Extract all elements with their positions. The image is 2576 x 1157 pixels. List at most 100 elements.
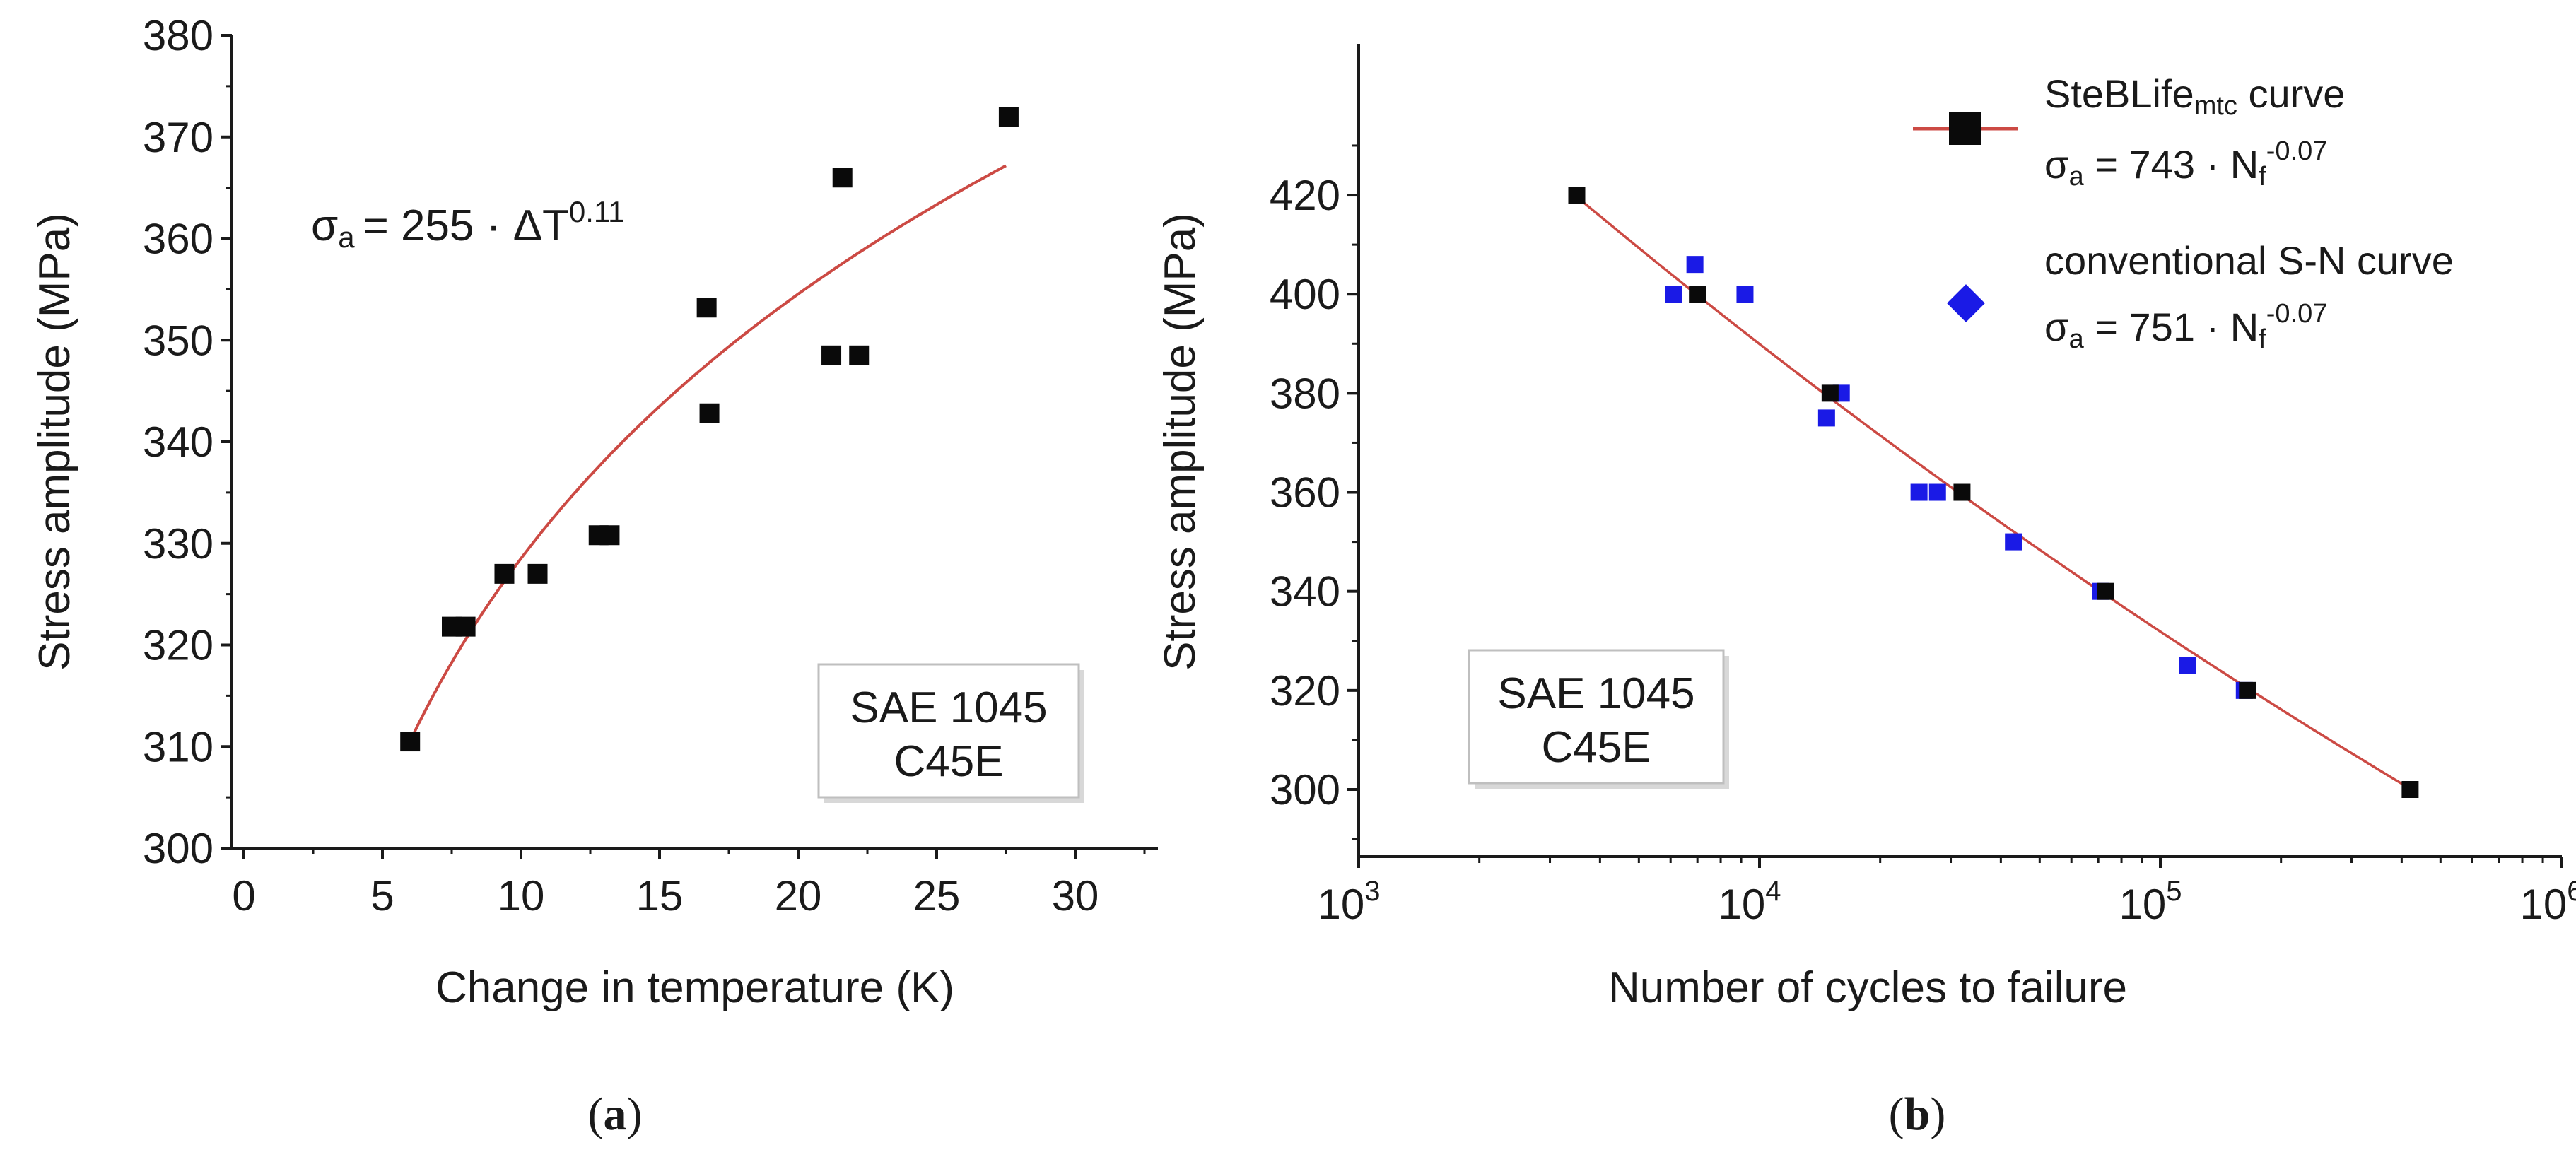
panel-a-x-tick-label: 5 xyxy=(370,872,394,920)
panel-a-equation-exponent: 0.11 xyxy=(569,195,625,228)
panel-b-y-tick-label: 400 xyxy=(1270,271,1340,318)
panel-a-x-tick-label: 0 xyxy=(232,872,255,920)
panel-b-steblife-point xyxy=(1822,384,1839,401)
legend-entry-steblife: SteBLifemtc curve σa = 743 · Nf-0.07 xyxy=(1913,71,2345,192)
panel-b-y-axis-label: Stress amplitude (MPa) xyxy=(1156,213,1205,671)
panel-b-material-line-1: SAE 1045 xyxy=(1497,669,1694,718)
legend-steblife-eq-sigma: σ xyxy=(2044,142,2069,187)
panel-a-material-line-1: SAE 1045 xyxy=(850,683,1047,732)
panel-b-label: (b) xyxy=(1889,1088,1946,1140)
panel-b-x-ticks: 103 104 105 106 xyxy=(1318,857,2576,928)
panel-b-conventional-point xyxy=(1929,484,1946,501)
panel-b-label-close: ) xyxy=(1930,1088,1945,1140)
panel-b-conventional-point xyxy=(1687,256,1704,273)
panel-b-y-tick-label: 300 xyxy=(1270,766,1340,814)
panel-a-data-point xyxy=(697,298,717,317)
legend-conventional-title: conventional S-N curve xyxy=(2044,238,2454,283)
legend-entry-conventional: conventional S-N curve σa = 751 · Nf-0.0… xyxy=(1947,238,2454,354)
panel-b-y-ticks: 300 320 340 360 380 400 420 xyxy=(1270,146,1359,839)
panel-a-x-axis-label: Change in temperature (K) xyxy=(435,963,954,1012)
panel-a-data-point xyxy=(833,168,853,187)
panel-a-y-tick-label: 340 xyxy=(143,418,213,466)
panel-a-data-point xyxy=(528,564,548,584)
panel-a-x-tick-label: 25 xyxy=(913,872,961,920)
legend-conventional-eq-exp: -0.07 xyxy=(2266,299,2328,329)
panel-a-equation-sigma-sub: a xyxy=(338,221,355,254)
panel-a-y-tick-label: 350 xyxy=(143,317,213,364)
panel-b-steblife-point xyxy=(2401,781,2418,798)
panel-a-y-tick-label: 310 xyxy=(143,723,213,770)
panel-a-label-open: ( xyxy=(588,1088,604,1140)
panel-b-steblife-point xyxy=(1568,187,1585,204)
panel-a-x-ticks: 0 5 10 15 20 25 30 xyxy=(232,848,1144,920)
legend-steblife-title: SteBLifemtc curve xyxy=(2044,71,2345,121)
legend-steblife-name: SteBLife xyxy=(2044,71,2194,116)
panel-b-steblife-point xyxy=(2097,583,2114,600)
panel-b-y-tick-label: 340 xyxy=(1270,568,1340,616)
legend-conventional-eq-mid: = 751 · N xyxy=(2084,305,2259,349)
panel-b-conventional-point xyxy=(2005,534,2022,551)
panel-a-y-tick-label: 300 xyxy=(143,825,213,872)
panel-b: 300 320 340 360 380 400 420 103 104 105 106 Stres… xyxy=(1156,44,2576,1140)
panel-a-data-point xyxy=(821,346,841,365)
panel-a-y-tick-label: 360 xyxy=(143,216,213,263)
legend-steblife-eq-mid: = 743 · N xyxy=(2084,142,2259,187)
legend-steblife-eq-n-sub: f xyxy=(2259,162,2266,192)
panel-b-label-open: ( xyxy=(1889,1088,1904,1140)
panel-a-x-tick-label: 20 xyxy=(775,872,822,920)
panel-b-y-tick-label: 360 xyxy=(1270,469,1340,517)
panel-b-conventional-point xyxy=(1818,409,1835,426)
panel-a-x-tick-label: 30 xyxy=(1052,872,1099,920)
legend-steblife-name-tail: curve xyxy=(2237,71,2346,116)
legend-conventional-eq-sigma-sub: a xyxy=(2069,324,2085,354)
panel-a-material-line-2: C45E xyxy=(894,737,1003,786)
panel-b-conventional-point xyxy=(1911,484,1928,501)
panel-b-x-tick-label: 106 xyxy=(2520,876,2576,928)
panel-a-material-box: SAE 1045 C45E xyxy=(819,664,1084,803)
panel-b-steblife-point xyxy=(1689,286,1706,303)
panel-b-label-letter: b xyxy=(1904,1088,1931,1140)
legend-steblife-square-marker xyxy=(1949,112,1981,145)
panel-b-x-tick-label: 103 xyxy=(1318,876,1381,928)
panel-a-data-point xyxy=(999,107,1019,127)
panel-a-y-tick-label: 370 xyxy=(143,114,213,161)
panel-b-conventional-point xyxy=(1665,286,1682,303)
panel-a-data-point xyxy=(456,617,476,637)
legend-steblife-eq-exp: -0.07 xyxy=(2266,136,2328,166)
panel-b-material-line-2: C45E xyxy=(1541,723,1651,772)
legend-conventional-eq-sigma: σ xyxy=(2044,305,2069,349)
legend-conventional-eq-n-sub: f xyxy=(2259,324,2266,354)
panel-b-y-tick-label: 380 xyxy=(1270,370,1340,417)
panel-a-y-tick-label: 380 xyxy=(143,12,213,59)
panel-b-y-tick-label: 320 xyxy=(1270,667,1340,715)
panel-a-fit-curve xyxy=(410,165,1006,741)
panel-b-x-tick-label: 105 xyxy=(2119,876,2182,928)
legend-conventional-equation: σa = 751 · Nf-0.07 xyxy=(2044,299,2327,354)
panel-b-y-tick-label: 420 xyxy=(1270,172,1340,219)
panel-a-data-point xyxy=(494,564,514,584)
panel-a-label: (a) xyxy=(588,1088,643,1140)
panel-b-legend: SteBLifemtc curve σa = 743 · Nf-0.07 con… xyxy=(1913,71,2454,354)
panel-a-data-point xyxy=(849,346,869,365)
panel-b-steblife-point xyxy=(2239,682,2256,699)
panel-b-steblife-point xyxy=(1953,484,1970,501)
panel-a-data-point xyxy=(599,525,619,545)
panel-a-y-tick-label: 330 xyxy=(143,520,213,568)
panel-a-data-point xyxy=(700,404,720,423)
panel-a-x-tick-label: 15 xyxy=(636,872,684,920)
panel-b-conventional-point xyxy=(2179,657,2196,674)
panel-a-label-letter: a xyxy=(604,1088,627,1140)
panel-b-x-axis-label: Number of cycles to failure xyxy=(1608,963,2127,1012)
panel-a-x-tick-label: 10 xyxy=(498,872,545,920)
panel-a-equation-sigma: σ xyxy=(311,201,338,250)
panel-b-conventional-point xyxy=(1736,286,1753,303)
panel-a-equation: σa= 255 · ΔT0.11 xyxy=(311,195,625,254)
panel-a-y-axis-label: Stress amplitude (MPa) xyxy=(30,213,79,671)
legend-conventional-diamond-marker xyxy=(1947,284,1985,322)
panel-b-x-tick-label: 104 xyxy=(1719,876,1781,928)
legend-steblife-name-sub: mtc xyxy=(2194,91,2237,121)
